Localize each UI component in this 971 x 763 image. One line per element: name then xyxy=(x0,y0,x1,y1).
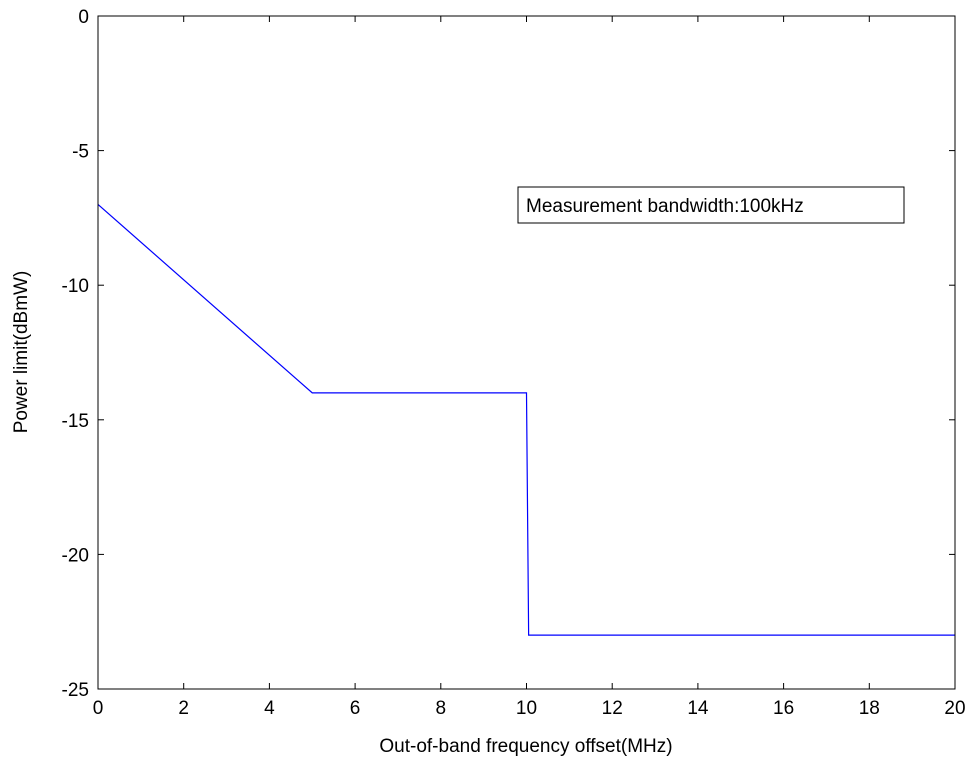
y-tick-label: -25 xyxy=(62,680,89,701)
series-line-0 xyxy=(97,203,955,636)
x-tick-label: 10 xyxy=(516,698,537,719)
y-tick-label: -20 xyxy=(62,545,89,566)
plot-frame xyxy=(97,15,956,690)
x-tick-label: 12 xyxy=(602,698,623,719)
annotation-box: Measurement bandwidth:100kHz xyxy=(517,186,905,224)
annotation-frame xyxy=(517,186,905,224)
x-tick-label: 6 xyxy=(350,698,361,719)
x-tick-label: 2 xyxy=(178,698,189,719)
x-tick-label: 0 xyxy=(93,698,104,719)
x-axis-title: Out-of-band frequency offset(MHz) xyxy=(379,736,672,757)
tick-labels: 0 2 4 6 8 10 12 14 16 18 20 0 -5 -10 -15 -20 -25 xyxy=(62,7,966,719)
y-tick-label: -10 xyxy=(62,276,89,297)
x-tick-label: 8 xyxy=(436,698,447,719)
y-axis-title: Power limit(dBmW) xyxy=(11,271,32,434)
x-tick-label: 20 xyxy=(944,698,965,719)
series-group xyxy=(97,203,955,636)
x-tick-label: 16 xyxy=(773,698,794,719)
annotation-text: Measurement bandwidth:100kHz xyxy=(526,196,804,217)
x-tick-label: 14 xyxy=(687,698,709,719)
x-tick-label: 18 xyxy=(859,698,880,719)
y-tick-label: 0 xyxy=(78,7,89,28)
y-tick-label: -15 xyxy=(62,411,89,432)
x-tick-label: 4 xyxy=(264,698,275,719)
plot-area xyxy=(98,16,955,689)
y-tick-label: -5 xyxy=(72,142,89,163)
